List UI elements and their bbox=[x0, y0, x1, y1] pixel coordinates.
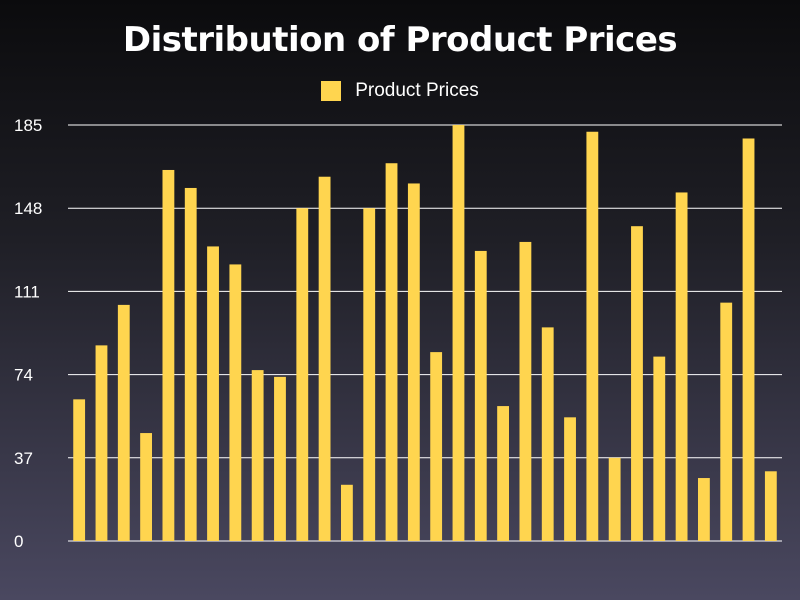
y-tick-label: 74 bbox=[14, 366, 33, 385]
chart-title: Distribution of Product Prices bbox=[122, 20, 678, 60]
bar bbox=[407, 183, 420, 541]
bar bbox=[229, 264, 242, 541]
bar bbox=[274, 376, 286, 541]
bar bbox=[430, 352, 443, 541]
bar bbox=[385, 163, 398, 542]
bar bbox=[541, 327, 554, 541]
bar bbox=[675, 192, 688, 541]
bar bbox=[363, 208, 376, 541]
bar bbox=[586, 131, 599, 541]
legend: Product Prices bbox=[0, 80, 800, 102]
bar bbox=[296, 208, 309, 541]
bar bbox=[697, 478, 710, 541]
bar bbox=[318, 176, 331, 541]
bar bbox=[519, 241, 532, 541]
bar bbox=[497, 406, 510, 541]
bar bbox=[140, 433, 153, 541]
bar bbox=[117, 304, 130, 541]
bar bbox=[474, 250, 487, 542]
bar bbox=[742, 138, 755, 542]
bar bbox=[184, 187, 197, 541]
bar bbox=[207, 246, 219, 541]
y-tick-label: 148 bbox=[14, 199, 42, 218]
bar bbox=[564, 417, 576, 541]
bar bbox=[95, 345, 108, 541]
bar bbox=[340, 484, 353, 541]
y-tick-label: 185 bbox=[14, 116, 42, 135]
y-tick-label: 0 bbox=[14, 532, 23, 551]
bar bbox=[162, 169, 175, 541]
bar bbox=[251, 370, 264, 541]
bar bbox=[764, 471, 777, 541]
legend-label: Product Prices bbox=[355, 80, 479, 101]
y-tick-label: 37 bbox=[14, 449, 33, 468]
bar bbox=[720, 302, 733, 541]
bar bbox=[631, 226, 643, 541]
bar bbox=[73, 399, 86, 541]
bar bbox=[653, 356, 666, 541]
bar bbox=[608, 457, 621, 541]
legend-swatch bbox=[321, 81, 342, 101]
y-tick-label: 111 bbox=[14, 282, 40, 301]
bar bbox=[452, 125, 465, 541]
